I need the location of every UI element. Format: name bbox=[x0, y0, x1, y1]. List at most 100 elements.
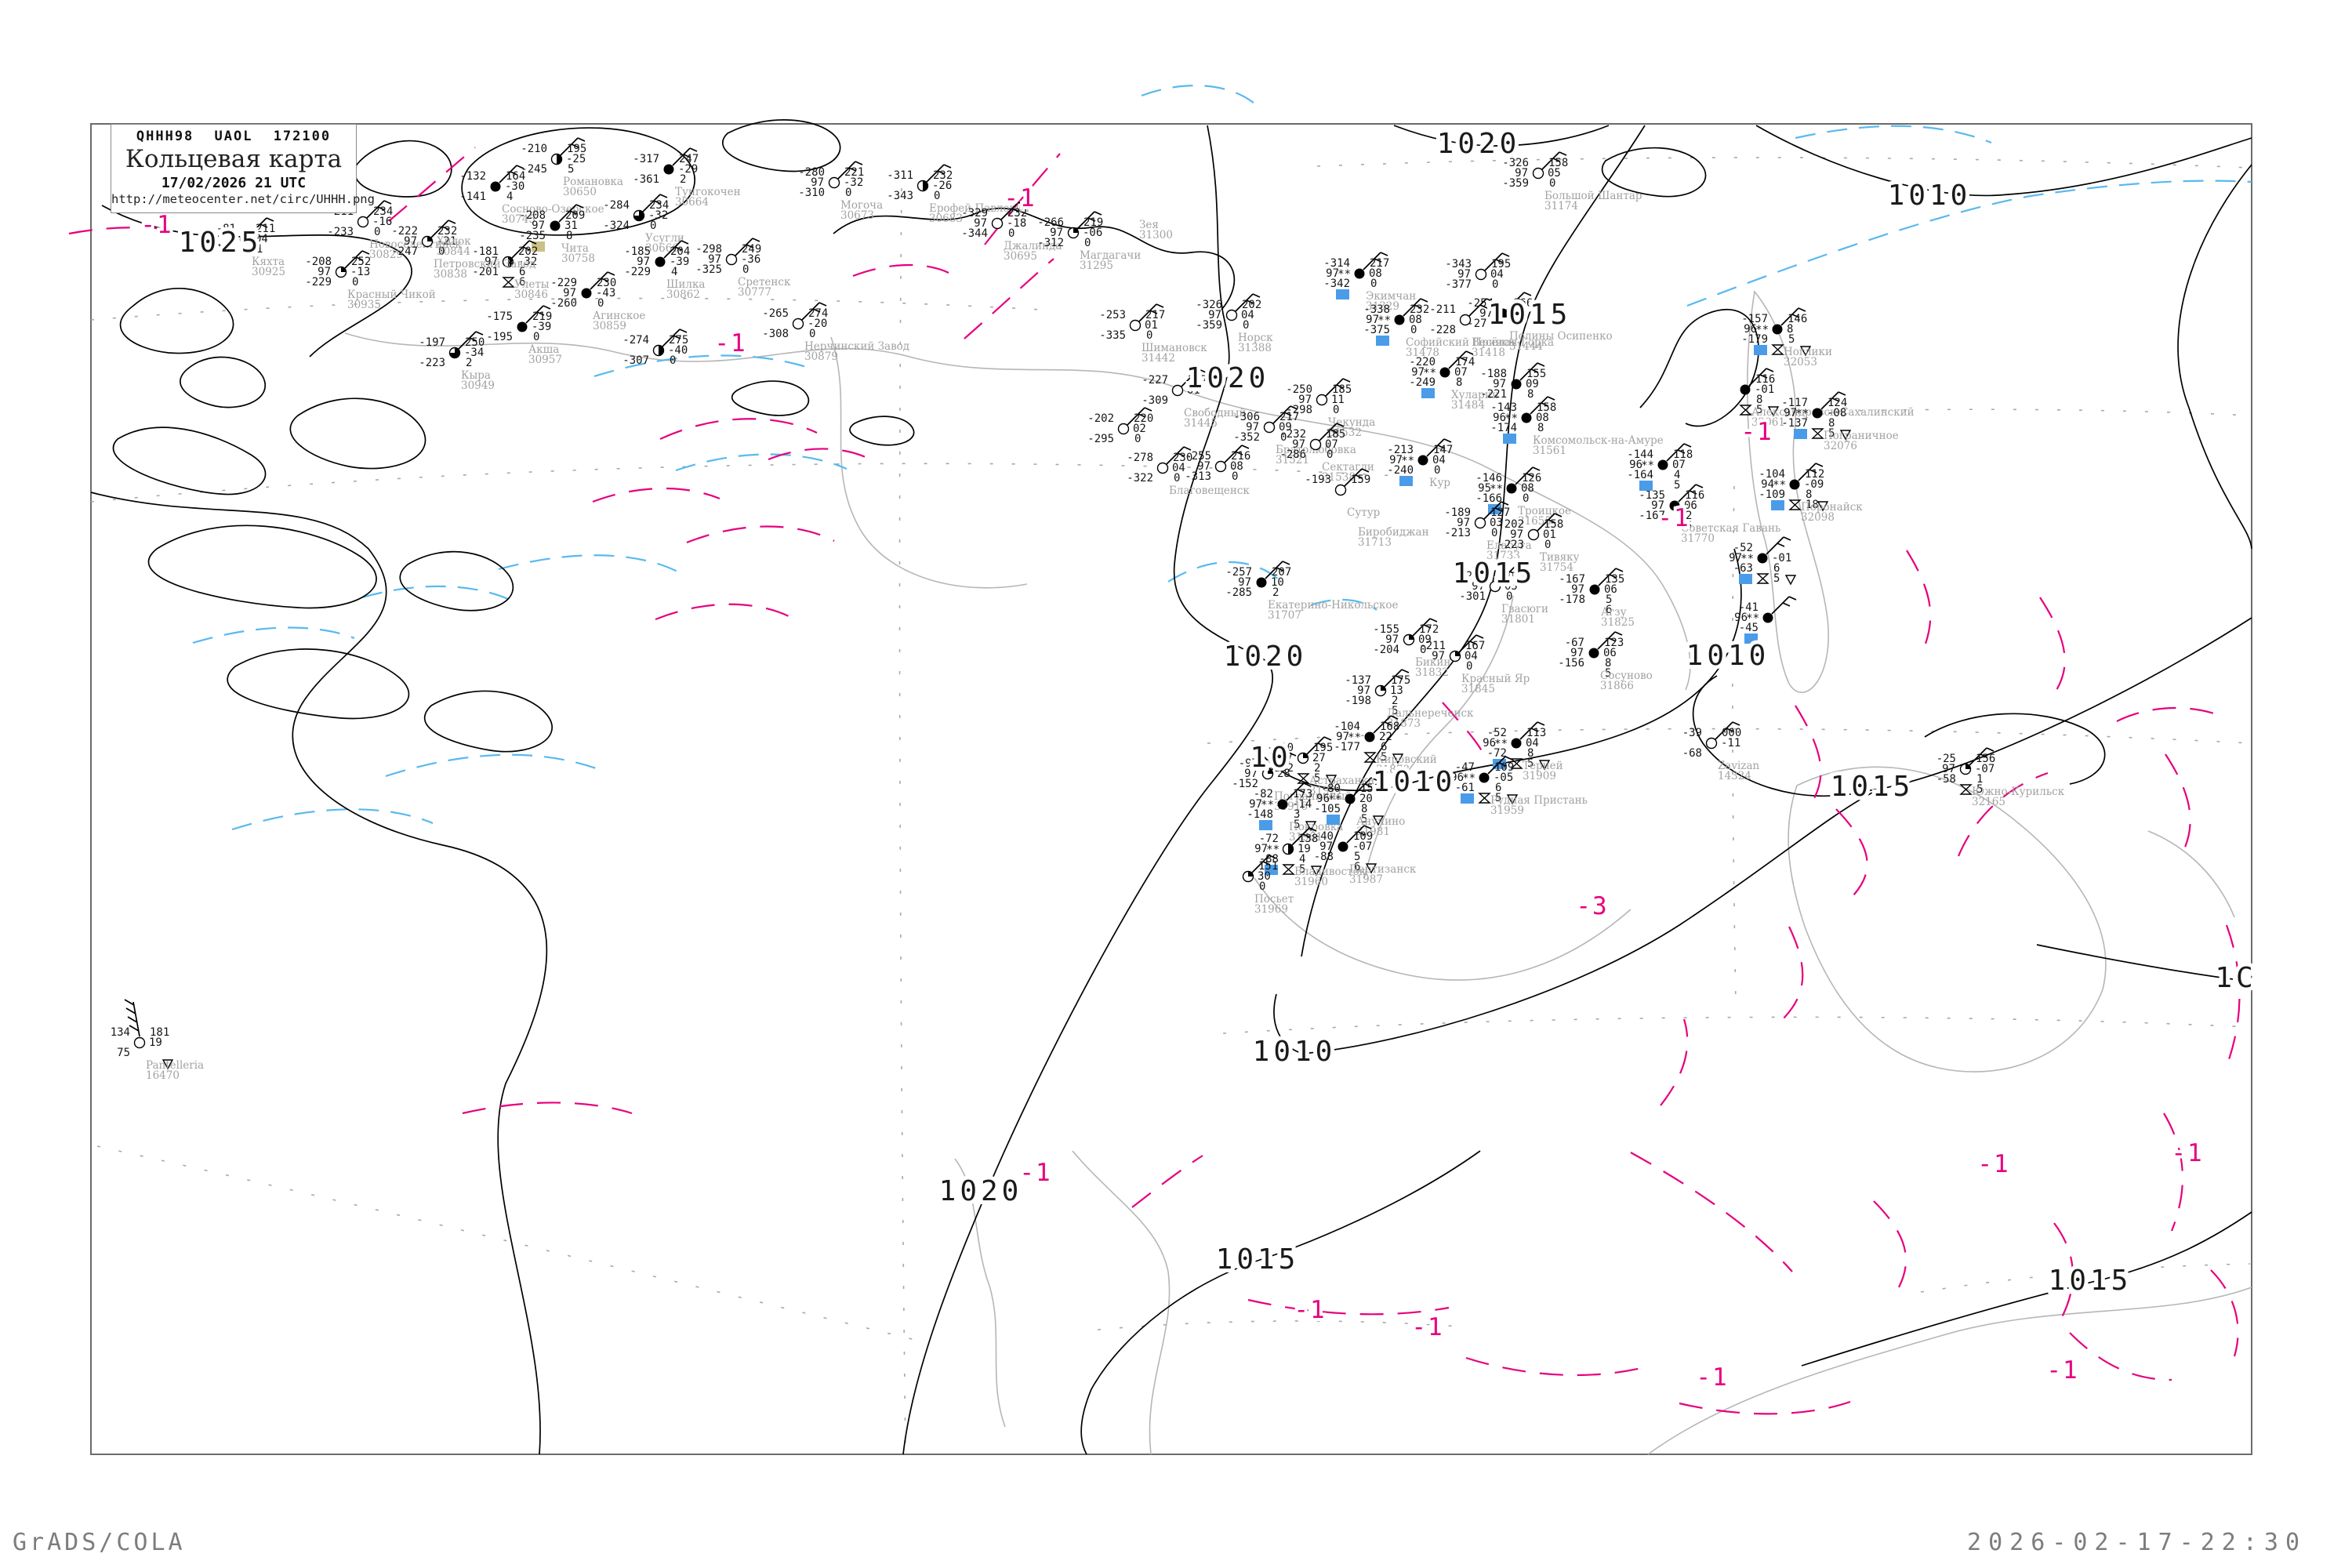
weather-code-value: 0 bbox=[1491, 527, 1497, 539]
precip-square-icon bbox=[1503, 434, 1516, 444]
temperature-value: -181 bbox=[472, 245, 499, 258]
temperature-value: -211 bbox=[1419, 640, 1446, 652]
pressure-tendency-value: -05 bbox=[1494, 771, 1513, 784]
temperature-value: -284 bbox=[603, 199, 630, 212]
isobar-label: 1010 bbox=[1888, 180, 1972, 212]
cloud-amount-value: 5 bbox=[1976, 783, 1983, 796]
weather-code-value: 5 bbox=[1354, 851, 1360, 863]
pressure-value: 147 bbox=[1433, 444, 1453, 456]
wind-barb-icon bbox=[1597, 631, 1623, 650]
cloud-cover-icon bbox=[923, 180, 928, 191]
cloud-amount-value: 5 bbox=[1527, 757, 1534, 770]
visibility-value: 94 bbox=[1761, 478, 1774, 491]
pressure-tendency-value: -06 bbox=[1083, 227, 1102, 239]
pressure-value: 195 bbox=[567, 143, 586, 155]
pressure-value: 202 bbox=[518, 245, 538, 258]
station-id: 31878 bbox=[1376, 764, 1410, 776]
station-plots: -132-141164-304Сосново-Озерское30745-210… bbox=[111, 137, 2065, 1082]
station-id: 30957 bbox=[528, 354, 562, 366]
temperature-value: -81 bbox=[216, 223, 236, 235]
visibility-value: 97 bbox=[1651, 499, 1664, 512]
cloud-cover-icon bbox=[449, 347, 460, 358]
temperature-value: -72 bbox=[1259, 833, 1279, 845]
precip-square-icon bbox=[1265, 865, 1278, 875]
cloud-cover-icon bbox=[1409, 634, 1414, 640]
weather-code-value: 0 bbox=[352, 276, 358, 289]
weather-code-value: 0 bbox=[1544, 539, 1551, 551]
pressure-value: 185 bbox=[1326, 428, 1345, 441]
pressure-value: 000 bbox=[1722, 727, 1741, 739]
station-plot: -274 -307 275-400 bbox=[622, 328, 688, 367]
temperature-value: -210 bbox=[521, 143, 547, 155]
weather-code-value: 6 bbox=[1381, 741, 1387, 753]
pressure-tendency-value: 08 bbox=[1536, 412, 1549, 424]
cloud-cover-icon bbox=[1506, 483, 1517, 494]
visibility-value: 97 bbox=[1244, 768, 1258, 780]
temperature-value: -157 bbox=[1741, 313, 1768, 325]
pressure-value: 167 bbox=[1465, 640, 1485, 652]
wind-barb-icon bbox=[511, 240, 537, 259]
station-name: Дальнереченск bbox=[1387, 707, 1474, 720]
station-name: Тунгокочен bbox=[675, 186, 741, 198]
pressure-tendency-value: -26 bbox=[932, 180, 952, 192]
weather-code-value: 0 bbox=[1420, 644, 1426, 656]
temperature-value: -52 bbox=[1487, 727, 1507, 739]
station-id: 16470 bbox=[146, 1069, 180, 1082]
pressure-value: 247 bbox=[679, 153, 699, 165]
cloud-cover-icon bbox=[1521, 412, 1532, 423]
weather-code-value: 0 bbox=[670, 354, 676, 367]
station-id: 31484 bbox=[1451, 399, 1485, 412]
pressure-tendency-value: -32 bbox=[517, 256, 537, 268]
wind-barb-icon bbox=[560, 137, 586, 156]
cloud-cover-icon bbox=[1459, 314, 1472, 326]
precip-square-icon bbox=[1754, 345, 1767, 355]
station-id: 31770 bbox=[1681, 532, 1715, 545]
temperature-value: -208 bbox=[305, 256, 332, 268]
isobar-label: 1020 bbox=[1186, 362, 1270, 394]
weather-code-value: 0 bbox=[1492, 278, 1498, 291]
weather-code-value: 4 bbox=[671, 266, 677, 278]
wind-barb-icon bbox=[1138, 303, 1164, 322]
weather-code-value: 0 bbox=[1084, 237, 1091, 249]
graticule bbox=[90, 157, 2251, 1451]
station-name: Елабуга bbox=[1486, 539, 1532, 552]
dewpoint-value: -309 bbox=[1142, 394, 1168, 407]
pressure-value: 219 bbox=[1083, 216, 1103, 229]
wind-barb-icon bbox=[1483, 501, 1509, 520]
station-id: 31561 bbox=[1533, 445, 1566, 457]
station-id: 30673 bbox=[840, 209, 874, 222]
wind-barb-icon bbox=[124, 999, 140, 1037]
weather-code-value: 8 bbox=[1537, 422, 1544, 434]
visibility-value: 97 bbox=[1254, 843, 1268, 855]
map-frame bbox=[90, 123, 2252, 1455]
temperature-value: -250 bbox=[1286, 383, 1312, 396]
station-name: Чекунда bbox=[1328, 416, 1375, 429]
visibility-value: 96 bbox=[1744, 323, 1757, 336]
present-weather-icon: ** bbox=[1401, 455, 1414, 467]
cloud-cover-icon bbox=[1345, 793, 1356, 804]
pressure-tendency-value: 08 bbox=[1521, 482, 1534, 495]
temperature-value: -132 bbox=[459, 170, 486, 183]
isobar-label: 1010 bbox=[1373, 766, 1457, 798]
pressure-value: 173 bbox=[1293, 788, 1312, 800]
cloud-amount-value: 5 bbox=[1756, 404, 1762, 416]
dewpoint-value: -68 bbox=[1682, 747, 1702, 760]
station-name: Сутур bbox=[1347, 506, 1380, 519]
dewpoint-value: -148 bbox=[1247, 808, 1273, 821]
wind-barb-icon bbox=[1373, 715, 1399, 734]
cloud-cover-icon bbox=[725, 253, 738, 266]
coastlines bbox=[344, 290, 2252, 1455]
temperature-value: -306 bbox=[1233, 411, 1260, 423]
cloud-cover-icon bbox=[1757, 553, 1768, 564]
visibility-value: 97 bbox=[1319, 840, 1333, 853]
pressure-tendency-value: 22 bbox=[1379, 731, 1392, 743]
temperature-value: -110 bbox=[1267, 742, 1294, 754]
